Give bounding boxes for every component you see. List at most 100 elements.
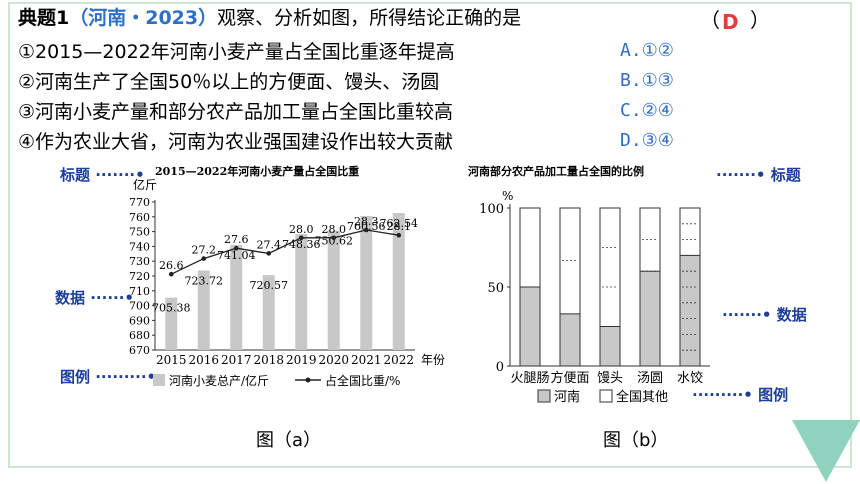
chart-a-bar-label: 723.72 [185,274,224,287]
chart-b-xtick-label: 馒头 [597,371,623,386]
chart-a-line-point [233,245,239,251]
chart-b-bar-henan [639,270,661,367]
chart-a-ytick-label: 740 [129,240,150,253]
content-frame [8,2,852,468]
chart-a-title: 2015—2022年河南小麦产量占全国比重 [155,164,359,178]
chart-b-bar-henan [559,313,581,367]
chart-b-xtick-label: 火腿肠 [510,371,549,386]
legend-b-henan-swatch [537,389,551,403]
chart-b-ytick-label: 100 [479,202,504,217]
question-label: 典题1 [18,7,70,29]
chart-a-line [170,229,399,275]
statement-4: ④作为农业大省，河南为农业强国建设作出较大贡献 [18,131,454,153]
chart-a-line-label: 28.3 [354,215,379,228]
legend-a-bar-swatch [153,374,165,386]
chart-a-xtick-label: 2016 [188,353,219,367]
chart-a-line-label: 26.6 [159,259,184,272]
chart-a-ytick-label: 690 [129,314,150,327]
chart-a-line-label: 27.2 [192,244,217,257]
chart-a-ytick-label: 730 [129,255,150,268]
chart-b-ylabel: % [502,189,513,203]
statement-2: ②河南生产了全国50％以上的方便面、馒头、汤圆 [18,71,440,93]
chart-a-ytick-label: 680 [129,329,150,342]
chart-a-bar [230,244,243,350]
chart-a-line-label: 27.6 [224,233,249,246]
annotation-legend-left: 图例 ·········• [60,368,157,386]
chart-a-bar [295,234,308,350]
option-c[interactable]: C.②④ [620,100,674,121]
chart-b-title: 河南部分农产品加工量占全国的比例 [468,164,644,178]
chart-b-bar-henan [519,286,541,367]
option-b[interactable]: B.①③ [620,70,674,91]
caption-a: 图（a） [256,430,322,451]
question-source: （河南・2023） [69,7,218,29]
chart-a-line-label: 27.4 [257,238,282,251]
annotation-title-left: 标题 ·······• [60,166,145,184]
legend-b-henan-label: 河南 [554,389,580,405]
annotation-data-right: ·······• 数据 [722,306,807,324]
chart-a-line-point [396,232,402,238]
chart-a-line-label: 28.1 [387,220,412,233]
question-heading: 典题1（河南・2023）观察、分析如图，所得结论正确的是 [18,6,521,30]
option-d[interactable]: D.③④ [620,130,674,151]
chart-a-line-point [331,235,337,241]
chart-a-ytick-label: 750 [129,226,150,239]
legend-b-other-label: 全国其他 [616,389,668,405]
chart-a-xtick-label: 2018 [253,353,284,367]
chart-a-bar-label: 748.36 [282,238,321,251]
annotation-title-right: ·······• 标题 [716,166,801,184]
legend-a-line-label: 占全国比重/% [325,373,400,388]
corner-triangle-icon [792,420,860,482]
chart-a-xtick-label: 2022 [383,353,414,367]
chart-b-bar-henan [599,326,621,367]
statement-1: ①2015—2022年河南小麦产量占全国比重逐年提高 [18,41,455,63]
chart-a-ytick-label: 700 [129,300,150,313]
legend-a-bar-label: 河南小麦总产/亿斤 [169,373,269,388]
chart-a-bar-label: 741.04 [217,249,256,262]
chart-a-bar [360,215,373,350]
chart-a-ytick-label: 760 [129,211,150,224]
chart-b-ytick-label: 0 [496,360,504,375]
chart-b-xtick-label: 汤圆 [637,371,663,386]
chart-a-ytick-label: 770 [129,196,150,209]
option-a[interactable]: A.①② [620,40,674,61]
chart-b-xtick-label: 方便面 [550,370,589,386]
chart-a-line-point [298,235,304,241]
question-stem: 观察、分析如图，所得结论正确的是 [217,7,522,29]
annotation-legend-right: ·········• 图例 [692,386,789,404]
answer-mark: D [722,10,739,34]
chart-a-xtick-label: 2021 [351,353,382,367]
chart-a-bar-label: 760.56 [347,220,386,233]
chart-a-line-label: 28.0 [322,223,347,236]
chart-b: 河南部分农产品加工量占全国的比例 % 0 50 100 火腿肠 方便面 馒头 汤圆 水饺 河… [468,164,710,405]
chart-a-line-point [363,227,369,233]
chart-a-bar [327,230,340,350]
chart-a-xlabel: 年份 [421,353,445,367]
chart-a: 2015—2022年河南小麦产量占全国比重 亿斤 705.38 723.72 741… [129,164,445,388]
legend-a-line-marker [305,377,311,383]
caption-b: 图（b） [603,430,669,451]
chart-a-bar [165,297,178,350]
legend-b-other-swatch [599,389,613,403]
chart-a-ylabel: 亿斤 [133,177,157,192]
chart-a-bar [392,213,405,350]
chart-a-bar-label: 720.57 [250,279,289,292]
chart-b-bar-henan [679,254,701,367]
chart-a-bar [197,270,210,350]
chart-a-xtick-label: 2017 [221,353,252,367]
chart-a-line-label: 28.0 [289,223,314,236]
annotation-data-left: 数据 ······• [55,289,135,307]
chart-a-line-point [266,251,272,256]
chart-a-ytick-label: 670 [129,344,150,357]
chart-b-xtick-label: 水饺 [677,371,703,386]
statement-3: ③河南小麦产量和部分农产品加工量占全国比重较高 [18,101,454,123]
chart-a-xtick-label: 2020 [318,353,349,367]
chart-b-ytick-label: 50 [487,281,504,296]
chart-a-line-point [168,271,174,277]
chart-a-bar-label: 705.38 [152,302,191,315]
chart-a-line-point [201,256,207,261]
chart-a-xtick-label: 2019 [286,353,317,367]
chart-a-xtick-label: 2015 [156,353,187,367]
answer-paren-left: （ [700,8,720,32]
chart-a-ytick-label: 710 [129,285,150,298]
